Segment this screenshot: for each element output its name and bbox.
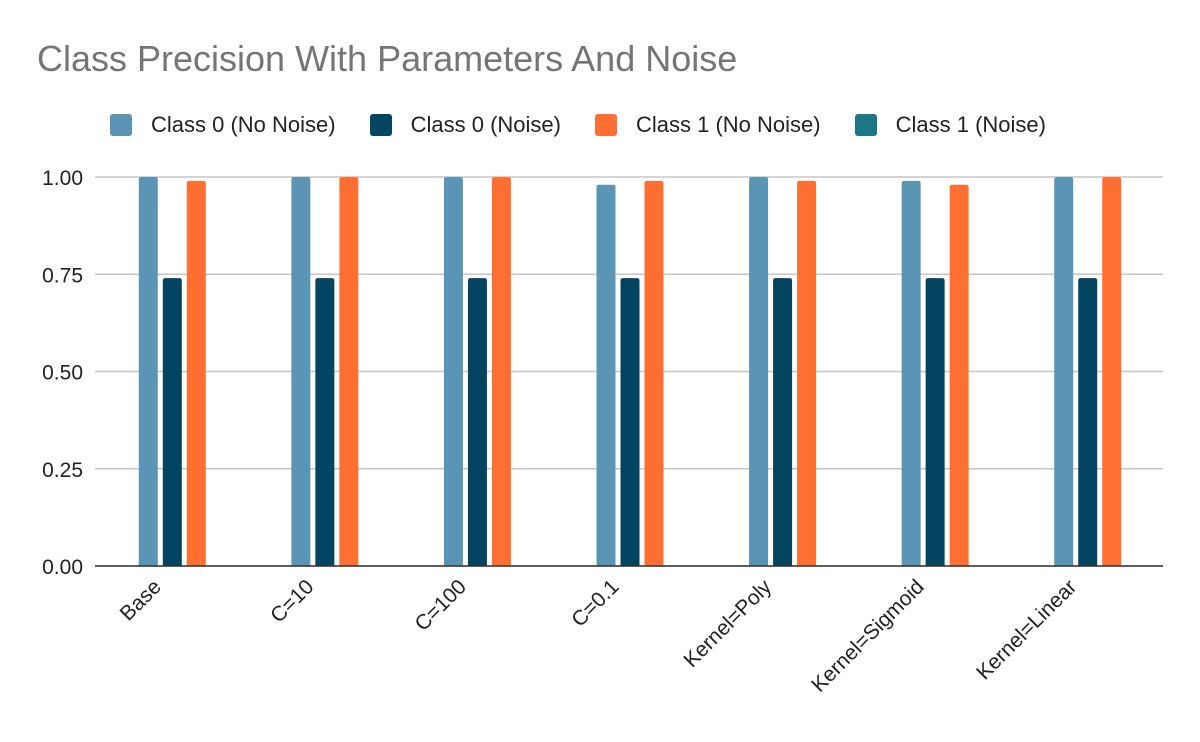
legend-swatch (854, 114, 877, 136)
chart-title: Class Precision With Parameters And Nois… (37, 38, 738, 79)
legend-swatch (110, 114, 132, 136)
legend-swatch (594, 114, 617, 136)
bar (925, 278, 945, 566)
x-tick-label: C=0.1 (567, 575, 623, 631)
bar (901, 180, 921, 566)
legend: Class 0 (No Noise) Class 0 (Noise) Class… (110, 112, 1080, 138)
x-tick-label: C=100 (411, 575, 471, 635)
legend-swatch (369, 114, 392, 136)
legend-label: Class 1 (No Noise) (635, 112, 821, 137)
y-tick-label: 0.00 (42, 556, 83, 579)
bar (1078, 278, 1098, 566)
bar (596, 184, 616, 566)
bar (773, 278, 793, 566)
bar (491, 177, 511, 566)
y-tick-label: 0.25 (42, 459, 83, 482)
bar (797, 180, 817, 566)
x-tick-label: C=10 (266, 575, 318, 627)
bar (186, 180, 206, 566)
x-tick-label: Kernel=Poly (679, 575, 776, 672)
legend-item-class0-no-noise[interactable]: Class 0 (No Noise) (110, 112, 336, 138)
bar (644, 180, 664, 566)
bar (949, 184, 969, 566)
bar (339, 177, 359, 566)
bar (315, 278, 335, 566)
x-tick-label: Kernel=Linear (972, 575, 1081, 684)
bar (291, 177, 311, 566)
x-tick-label: Base (116, 575, 166, 625)
legend-item-class1-no-noise[interactable]: Class 1 (No Noise) (594, 112, 821, 138)
y-tick-label: 0.50 (42, 362, 83, 385)
bar (138, 177, 158, 566)
x-tick-label: Kernel=Sigmoid (807, 575, 929, 697)
legend-item-class1-noise[interactable]: Class 1 (Noise) (854, 112, 1046, 138)
bar (1054, 177, 1074, 566)
bar (1102, 177, 1122, 566)
bar (162, 278, 182, 566)
legend-label: Class 0 (No Noise) (151, 112, 336, 137)
y-tick-label: 0.75 (42, 264, 83, 287)
legend-label: Class 0 (Noise) (410, 112, 561, 137)
legend-label: Class 1 (Noise) (895, 112, 1046, 137)
bar (620, 278, 640, 566)
bar (467, 278, 487, 566)
bar (749, 177, 769, 566)
legend-item-class0-noise[interactable]: Class 0 (Noise) (369, 112, 561, 138)
y-tick-label: 1.00 (42, 167, 83, 190)
bar (443, 177, 463, 566)
